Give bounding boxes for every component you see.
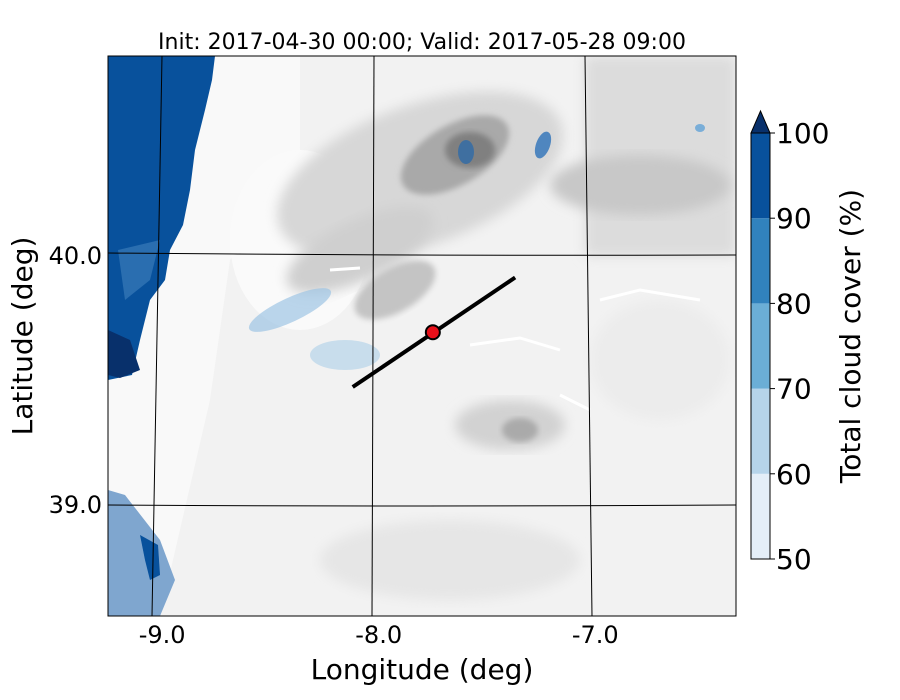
colorbar: 50 60 70 80 90 100 bbox=[750, 109, 829, 576]
x-tick-label: -8.0 bbox=[355, 621, 402, 649]
colorbar-tick-label: 100 bbox=[776, 117, 829, 150]
plot-frame bbox=[107, 55, 737, 617]
colorbar-segment bbox=[751, 218, 770, 304]
colorbar-extend-arrow bbox=[750, 109, 771, 134]
colorbar-tick-label: 60 bbox=[776, 458, 812, 491]
colorbar-segment bbox=[751, 388, 770, 474]
colorbar-tick-label: 70 bbox=[776, 373, 812, 406]
graticule bbox=[108, 56, 736, 616]
colorbar-segment bbox=[751, 473, 770, 559]
colorbar-label: Total cloud cover (%) bbox=[834, 189, 867, 484]
y-axis-ticks: 40.0 39.0 bbox=[49, 242, 102, 519]
colorbar-segment bbox=[751, 303, 770, 389]
colorbar-segment bbox=[751, 133, 770, 219]
y-tick-label: 40.0 bbox=[49, 242, 102, 270]
location-marker bbox=[424, 324, 441, 341]
y-axis-label: Latitude (deg) bbox=[6, 237, 39, 436]
x-tick-label: -7.0 bbox=[572, 621, 619, 649]
x-tick-label: -9.0 bbox=[139, 621, 186, 649]
x-axis-label: Longitude (deg) bbox=[311, 653, 534, 686]
colorbar-tick-label: 50 bbox=[776, 543, 812, 576]
cloud-cover-fill bbox=[108, 56, 705, 616]
terrain-shading bbox=[108, 56, 736, 616]
colorbar-frame bbox=[750, 132, 771, 560]
y-tick-label: 39.0 bbox=[49, 491, 102, 519]
colorbar-tick-label: 80 bbox=[776, 287, 812, 320]
map-area bbox=[108, 56, 736, 616]
colorbar-tick-label: 90 bbox=[776, 202, 812, 235]
chart-title: Init: 2017-04-30 00:00; Valid: 2017-05-2… bbox=[158, 30, 686, 55]
x-axis-ticks: -9.0 -8.0 -7.0 bbox=[139, 621, 619, 649]
